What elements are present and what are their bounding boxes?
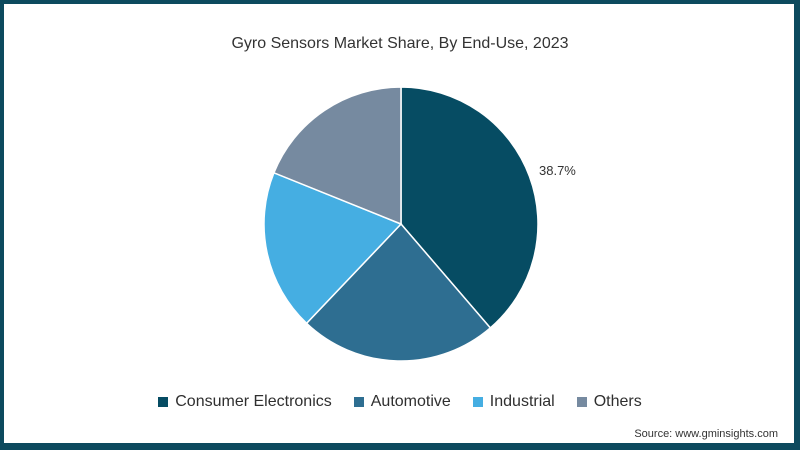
- legend-label: Others: [593, 393, 642, 410]
- legend-swatch: [353, 397, 364, 407]
- pie-slice-automotive: [305, 222, 492, 362]
- legend-item-automotive: Automotive: [353, 393, 451, 411]
- legend-item-consumer-electronics: Consumer Electronics: [158, 393, 332, 411]
- legend-label: Consumer Electronics: [175, 393, 332, 410]
- legend: Consumer Electronics Automotive Industri…: [0, 393, 800, 411]
- legend-item-others: Others: [576, 393, 642, 411]
- legend-item-industrial: Industrial: [472, 393, 555, 411]
- legend-swatch: [472, 397, 483, 407]
- pie-slice-consumer-electronics: [400, 86, 539, 329]
- pie-slice-others: [272, 86, 402, 226]
- data-label-consumer-electronics: 38.7%: [539, 163, 576, 178]
- legend-label: Automotive: [370, 393, 451, 410]
- legend-swatch: [576, 397, 587, 407]
- legend-label: Industrial: [489, 393, 555, 410]
- source-note: Source: www.gminsights.com: [634, 428, 778, 440]
- chart-title: Gyro Sensors Market Share, By End-Use, 2…: [231, 35, 569, 52]
- legend-swatch: [158, 397, 169, 407]
